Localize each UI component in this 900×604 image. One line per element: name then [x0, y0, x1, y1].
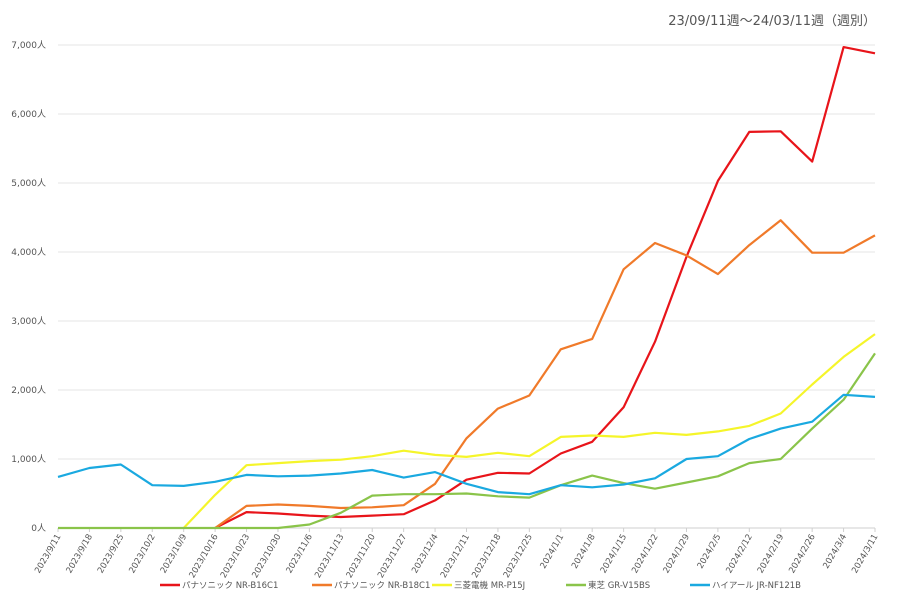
x-tick-label: 2024/2/26 — [787, 533, 817, 576]
y-tick-label: 2,000人 — [11, 385, 46, 396]
series-line-1 — [214, 219, 876, 529]
x-tick-label: 2023/12/25 — [502, 533, 535, 580]
x-tick-label: 2023/11/27 — [376, 533, 409, 580]
y-tick-label: 1,000人 — [11, 454, 46, 465]
x-tick-label: 2024/1/29 — [662, 533, 692, 576]
y-tick-label: 4,000人 — [11, 247, 46, 258]
x-tick-label: 2024/1/15 — [599, 533, 629, 576]
x-tick-label: 2023/9/11 — [33, 533, 63, 576]
x-tick-label: 2023/10/30 — [250, 533, 283, 580]
x-tick-label: 2023/11/13 — [313, 533, 346, 580]
legend-label: パナソニック NR-B16C1 — [182, 581, 278, 591]
x-tick-label: 2023/9/25 — [96, 533, 126, 576]
x-tick-label: 2024/2/19 — [756, 533, 786, 576]
x-tick-label: 2023/12/4 — [410, 533, 440, 576]
x-tick-label: 2023/11/6 — [285, 533, 315, 576]
x-tick-label: 2024/1/1 — [539, 533, 567, 571]
series-line-2 — [182, 333, 876, 529]
chart-subtitle: 23/09/11週～24/03/11週（週別） — [668, 14, 876, 29]
x-tick-label: 2023/11/20 — [345, 533, 378, 580]
y-tick-label: 3,000人 — [11, 316, 46, 327]
legend-label: 東芝 GR-V15BS — [588, 580, 650, 591]
series-line-3 — [58, 352, 876, 530]
x-tick-label: 2023/12/18 — [470, 533, 503, 580]
legend-label: 三菱電機 MR-P15J — [454, 580, 525, 591]
y-tick-label: 5,000人 — [11, 178, 46, 189]
x-tick-label: 2023/10/2 — [127, 533, 157, 576]
x-tick-label: 2023/10/23 — [219, 533, 252, 580]
legend-label: ハイアール JR-NF121B — [712, 581, 801, 591]
legend-label: パナソニック NR-B18C1 — [334, 581, 430, 591]
series-line-4 — [57, 393, 876, 496]
x-tick-label: 2024/1/8 — [570, 533, 598, 571]
y-tick-label: 6,000人 — [11, 109, 46, 120]
x-tick-label: 2023/12/11 — [439, 533, 472, 580]
x-tick-label: 2023/10/16 — [188, 533, 221, 580]
x-tick-label: 2024/2/12 — [724, 533, 754, 576]
series-line-0 — [214, 46, 876, 529]
y-tick-label: 0人 — [31, 523, 46, 534]
x-tick-label: 2023/9/18 — [65, 533, 95, 576]
x-tick-label: 2023/10/9 — [159, 533, 189, 576]
x-tick-label: 2024/2/5 — [696, 533, 724, 571]
y-tick-label: 7,000人 — [11, 40, 46, 51]
x-tick-label: 2024/1/22 — [630, 533, 660, 576]
x-tick-label: 2024/3/11 — [850, 533, 880, 576]
x-tick-label: 2024/3/4 — [821, 533, 849, 571]
